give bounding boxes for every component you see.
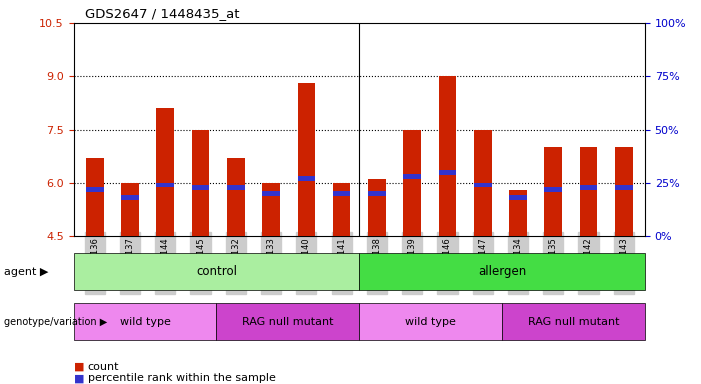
Text: ■: ■ xyxy=(74,362,84,372)
Text: RAG null mutant: RAG null mutant xyxy=(242,316,334,327)
Bar xyxy=(86,187,104,192)
Bar xyxy=(545,187,562,192)
Bar xyxy=(121,183,139,236)
Bar xyxy=(580,147,597,236)
Bar xyxy=(474,182,491,187)
Bar xyxy=(509,195,526,200)
Bar xyxy=(227,185,245,190)
Text: genotype/variation ▶: genotype/variation ▶ xyxy=(4,316,107,327)
Bar xyxy=(192,130,210,236)
Bar xyxy=(403,130,421,236)
Bar xyxy=(439,76,456,236)
Bar xyxy=(156,182,174,187)
Bar xyxy=(333,191,350,196)
Bar xyxy=(615,147,632,236)
Bar xyxy=(121,195,139,200)
Text: allergen: allergen xyxy=(478,265,526,278)
Bar xyxy=(439,170,456,175)
Bar xyxy=(262,183,280,236)
Text: percentile rank within the sample: percentile rank within the sample xyxy=(88,373,275,383)
Text: count: count xyxy=(88,362,119,372)
Bar xyxy=(545,147,562,236)
Text: wild type: wild type xyxy=(405,316,456,327)
Text: GDS2647 / 1448435_at: GDS2647 / 1448435_at xyxy=(85,7,240,20)
Bar xyxy=(262,191,280,196)
Bar xyxy=(333,183,350,236)
Bar xyxy=(509,190,526,236)
Bar xyxy=(297,83,315,236)
Bar xyxy=(227,158,245,236)
Text: agent ▶: agent ▶ xyxy=(4,266,48,277)
Bar xyxy=(86,158,104,236)
Bar xyxy=(615,185,632,190)
Bar xyxy=(192,185,210,190)
Bar xyxy=(474,130,491,236)
Bar xyxy=(156,108,174,236)
Text: RAG null mutant: RAG null mutant xyxy=(528,316,619,327)
Text: control: control xyxy=(196,265,237,278)
Text: ■: ■ xyxy=(74,373,84,383)
Bar xyxy=(297,176,315,181)
Bar xyxy=(580,185,597,190)
Bar xyxy=(368,191,386,196)
Bar xyxy=(403,174,421,179)
Bar xyxy=(368,179,386,236)
Text: wild type: wild type xyxy=(120,316,170,327)
